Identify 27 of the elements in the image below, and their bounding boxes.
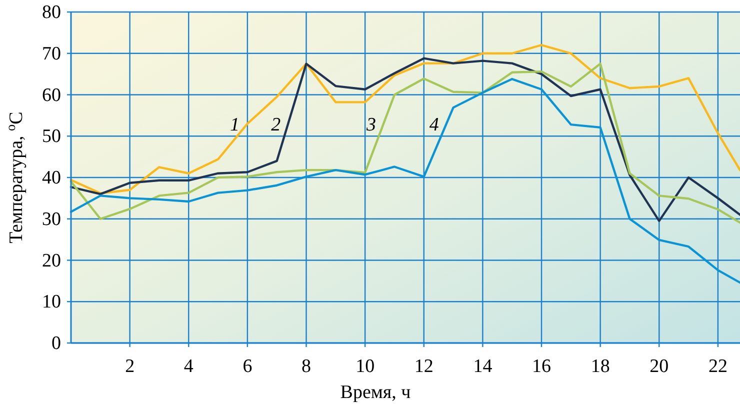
x-tick-label: 12 — [414, 356, 434, 377]
x-tick-label: 22 — [708, 356, 728, 377]
y-tick-label: 80 — [42, 2, 61, 23]
y-tick-label: 70 — [42, 43, 61, 64]
x-tick-label: 4 — [184, 356, 194, 377]
y-tick-label: 30 — [42, 208, 61, 230]
series-label: 2 — [271, 114, 282, 136]
series-label: 4 — [429, 114, 440, 136]
x-tick-label: 2 — [125, 356, 135, 377]
series-label: 3 — [365, 114, 376, 136]
y-tick-label: 10 — [42, 292, 61, 313]
series-label: 1 — [230, 114, 240, 136]
x-tick-label: 20 — [650, 356, 669, 377]
x-tick-label: 6 — [242, 356, 252, 377]
line-series — [70, 44, 740, 194]
x-tick-label: 14 — [473, 356, 493, 377]
x-axis-title: Время, ч — [340, 382, 412, 403]
y-tick-label: 20 — [42, 250, 61, 272]
y-tick-label: 0 — [52, 333, 61, 354]
y-tick-label: 50 — [42, 126, 61, 148]
x-tick-label: 8 — [302, 356, 312, 377]
line-series — [70, 78, 740, 284]
x-tick-label: 16 — [532, 356, 552, 377]
y-tick-label: 60 — [42, 84, 61, 106]
y-tick-label: 40 — [42, 168, 61, 188]
x-tick-label: 10 — [356, 356, 375, 377]
x-tick-label: 18 — [590, 356, 610, 377]
